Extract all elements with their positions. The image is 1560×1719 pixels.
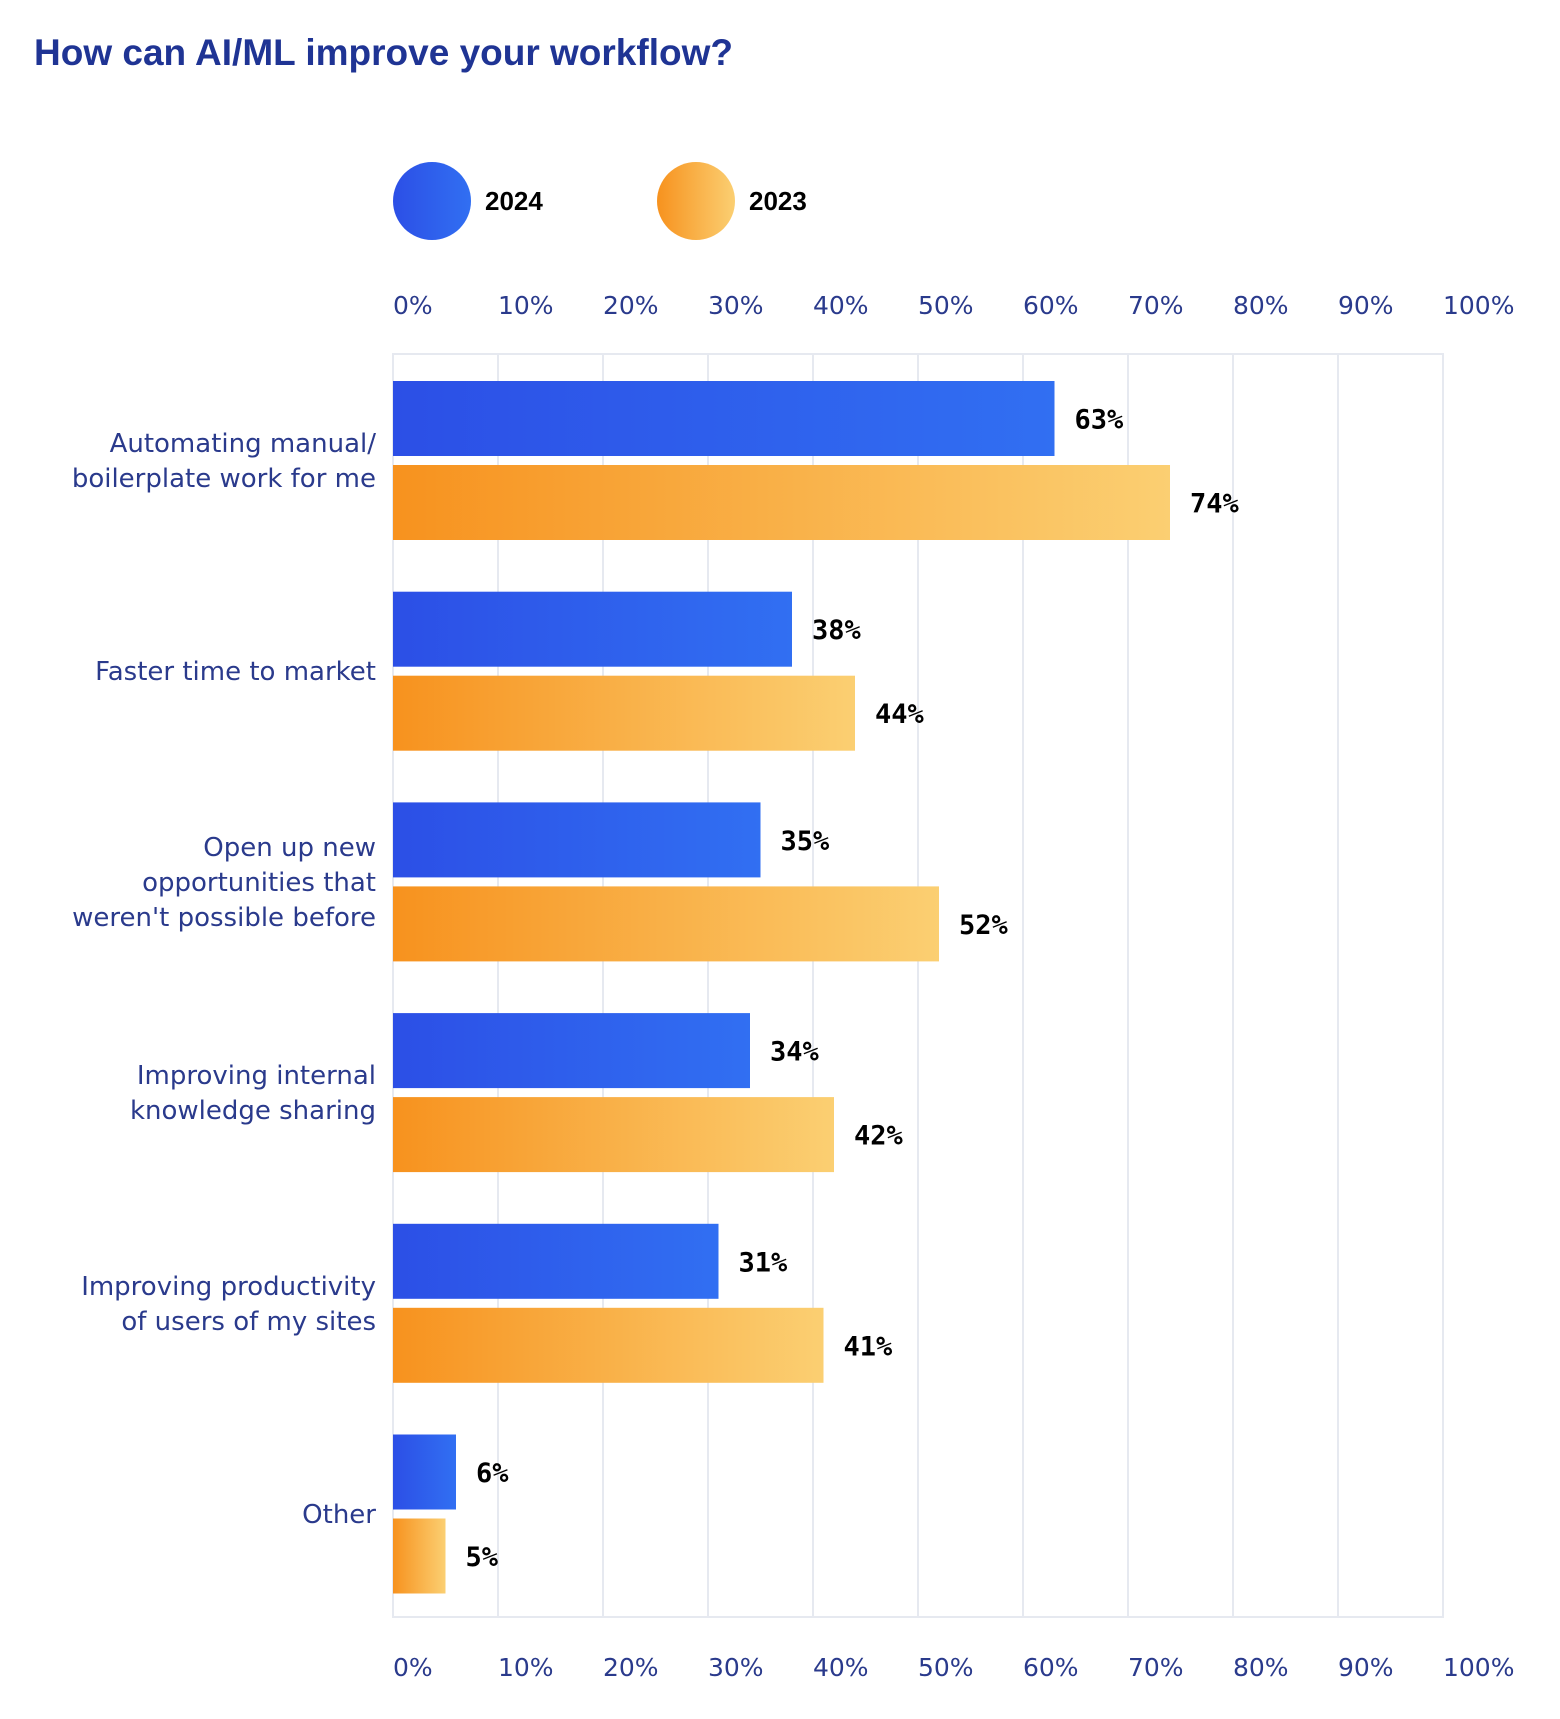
bar-2023 bbox=[393, 1307, 824, 1383]
bar-2023 bbox=[393, 1097, 834, 1173]
x-tick-label: 30% bbox=[708, 291, 764, 320]
x-tick-label: 10% bbox=[498, 1653, 554, 1682]
legend-item-2024: 2024 bbox=[393, 162, 543, 240]
chart-title: How can AI/ML improve your workflow? bbox=[34, 32, 733, 73]
data-label: 6% bbox=[476, 1458, 509, 1489]
bar-2023 bbox=[393, 1518, 446, 1594]
x-tick-label: 0% bbox=[393, 1653, 433, 1682]
bar-2024 bbox=[393, 381, 1055, 456]
x-tick-label: 70% bbox=[1128, 291, 1184, 320]
category-label: weren't possible before bbox=[72, 903, 376, 933]
bar-2024 bbox=[393, 1434, 456, 1510]
bar-2024 bbox=[393, 1223, 719, 1299]
bar-2024 bbox=[393, 591, 792, 667]
data-label: 35% bbox=[781, 826, 831, 857]
x-tick-label: 90% bbox=[1338, 1653, 1394, 1682]
legend-item-2023: 2023 bbox=[657, 162, 807, 240]
category-label: Open up new bbox=[203, 833, 376, 863]
bar-2023 bbox=[393, 465, 1170, 540]
data-label: 44% bbox=[875, 699, 925, 730]
x-tick-label: 90% bbox=[1338, 291, 1394, 320]
bar-2023 bbox=[393, 886, 939, 962]
data-label: 34% bbox=[770, 1037, 820, 1068]
x-tick-label: 0% bbox=[393, 291, 433, 320]
category-label: Faster time to market bbox=[95, 657, 376, 687]
category-label: boilerplate work for me bbox=[72, 464, 376, 494]
x-tick-label: 40% bbox=[813, 291, 869, 320]
x-tick-label: 30% bbox=[708, 1653, 764, 1682]
data-label: 5% bbox=[466, 1542, 499, 1573]
x-tick-label: 40% bbox=[813, 1653, 869, 1682]
bar-2024 bbox=[393, 802, 761, 878]
category-label: knowledge sharing bbox=[130, 1096, 376, 1126]
data-label: 74% bbox=[1190, 489, 1240, 520]
x-tick-label: 50% bbox=[918, 291, 974, 320]
x-tick-label: 20% bbox=[603, 291, 659, 320]
x-tick-label: 60% bbox=[1023, 291, 1079, 320]
bar-2023 bbox=[393, 675, 855, 751]
x-tick-label: 100% bbox=[1443, 291, 1514, 320]
legend-label: 2023 bbox=[749, 185, 807, 216]
category-label: Other bbox=[302, 1500, 376, 1530]
legend-swatch-2023 bbox=[657, 162, 735, 240]
x-tick-label: 100% bbox=[1443, 1653, 1514, 1682]
category-label: Automating manual/ bbox=[110, 429, 377, 459]
data-label: 52% bbox=[959, 910, 1009, 941]
data-label: 41% bbox=[844, 1331, 894, 1362]
category-label: opportunities that bbox=[142, 868, 376, 898]
data-label: 63% bbox=[1075, 405, 1125, 436]
x-tick-label: 80% bbox=[1233, 291, 1289, 320]
x-tick-label: 50% bbox=[918, 1653, 974, 1682]
x-tick-label: 80% bbox=[1233, 1653, 1289, 1682]
legend-label: 2024 bbox=[485, 185, 543, 216]
x-tick-label: 70% bbox=[1128, 1653, 1184, 1682]
x-tick-label: 60% bbox=[1023, 1653, 1079, 1682]
legend-swatch-2024 bbox=[393, 162, 471, 240]
x-tick-label: 20% bbox=[603, 1653, 659, 1682]
category-label: Improving productivity bbox=[81, 1272, 376, 1302]
data-label: 31% bbox=[739, 1247, 789, 1278]
bar-2024 bbox=[393, 1013, 750, 1089]
category-label: of users of my sites bbox=[121, 1307, 376, 1337]
category-label: Improving internal bbox=[137, 1061, 376, 1091]
x-tick-label: 10% bbox=[498, 291, 554, 320]
data-label: 42% bbox=[854, 1121, 904, 1152]
data-label: 38% bbox=[812, 615, 862, 646]
